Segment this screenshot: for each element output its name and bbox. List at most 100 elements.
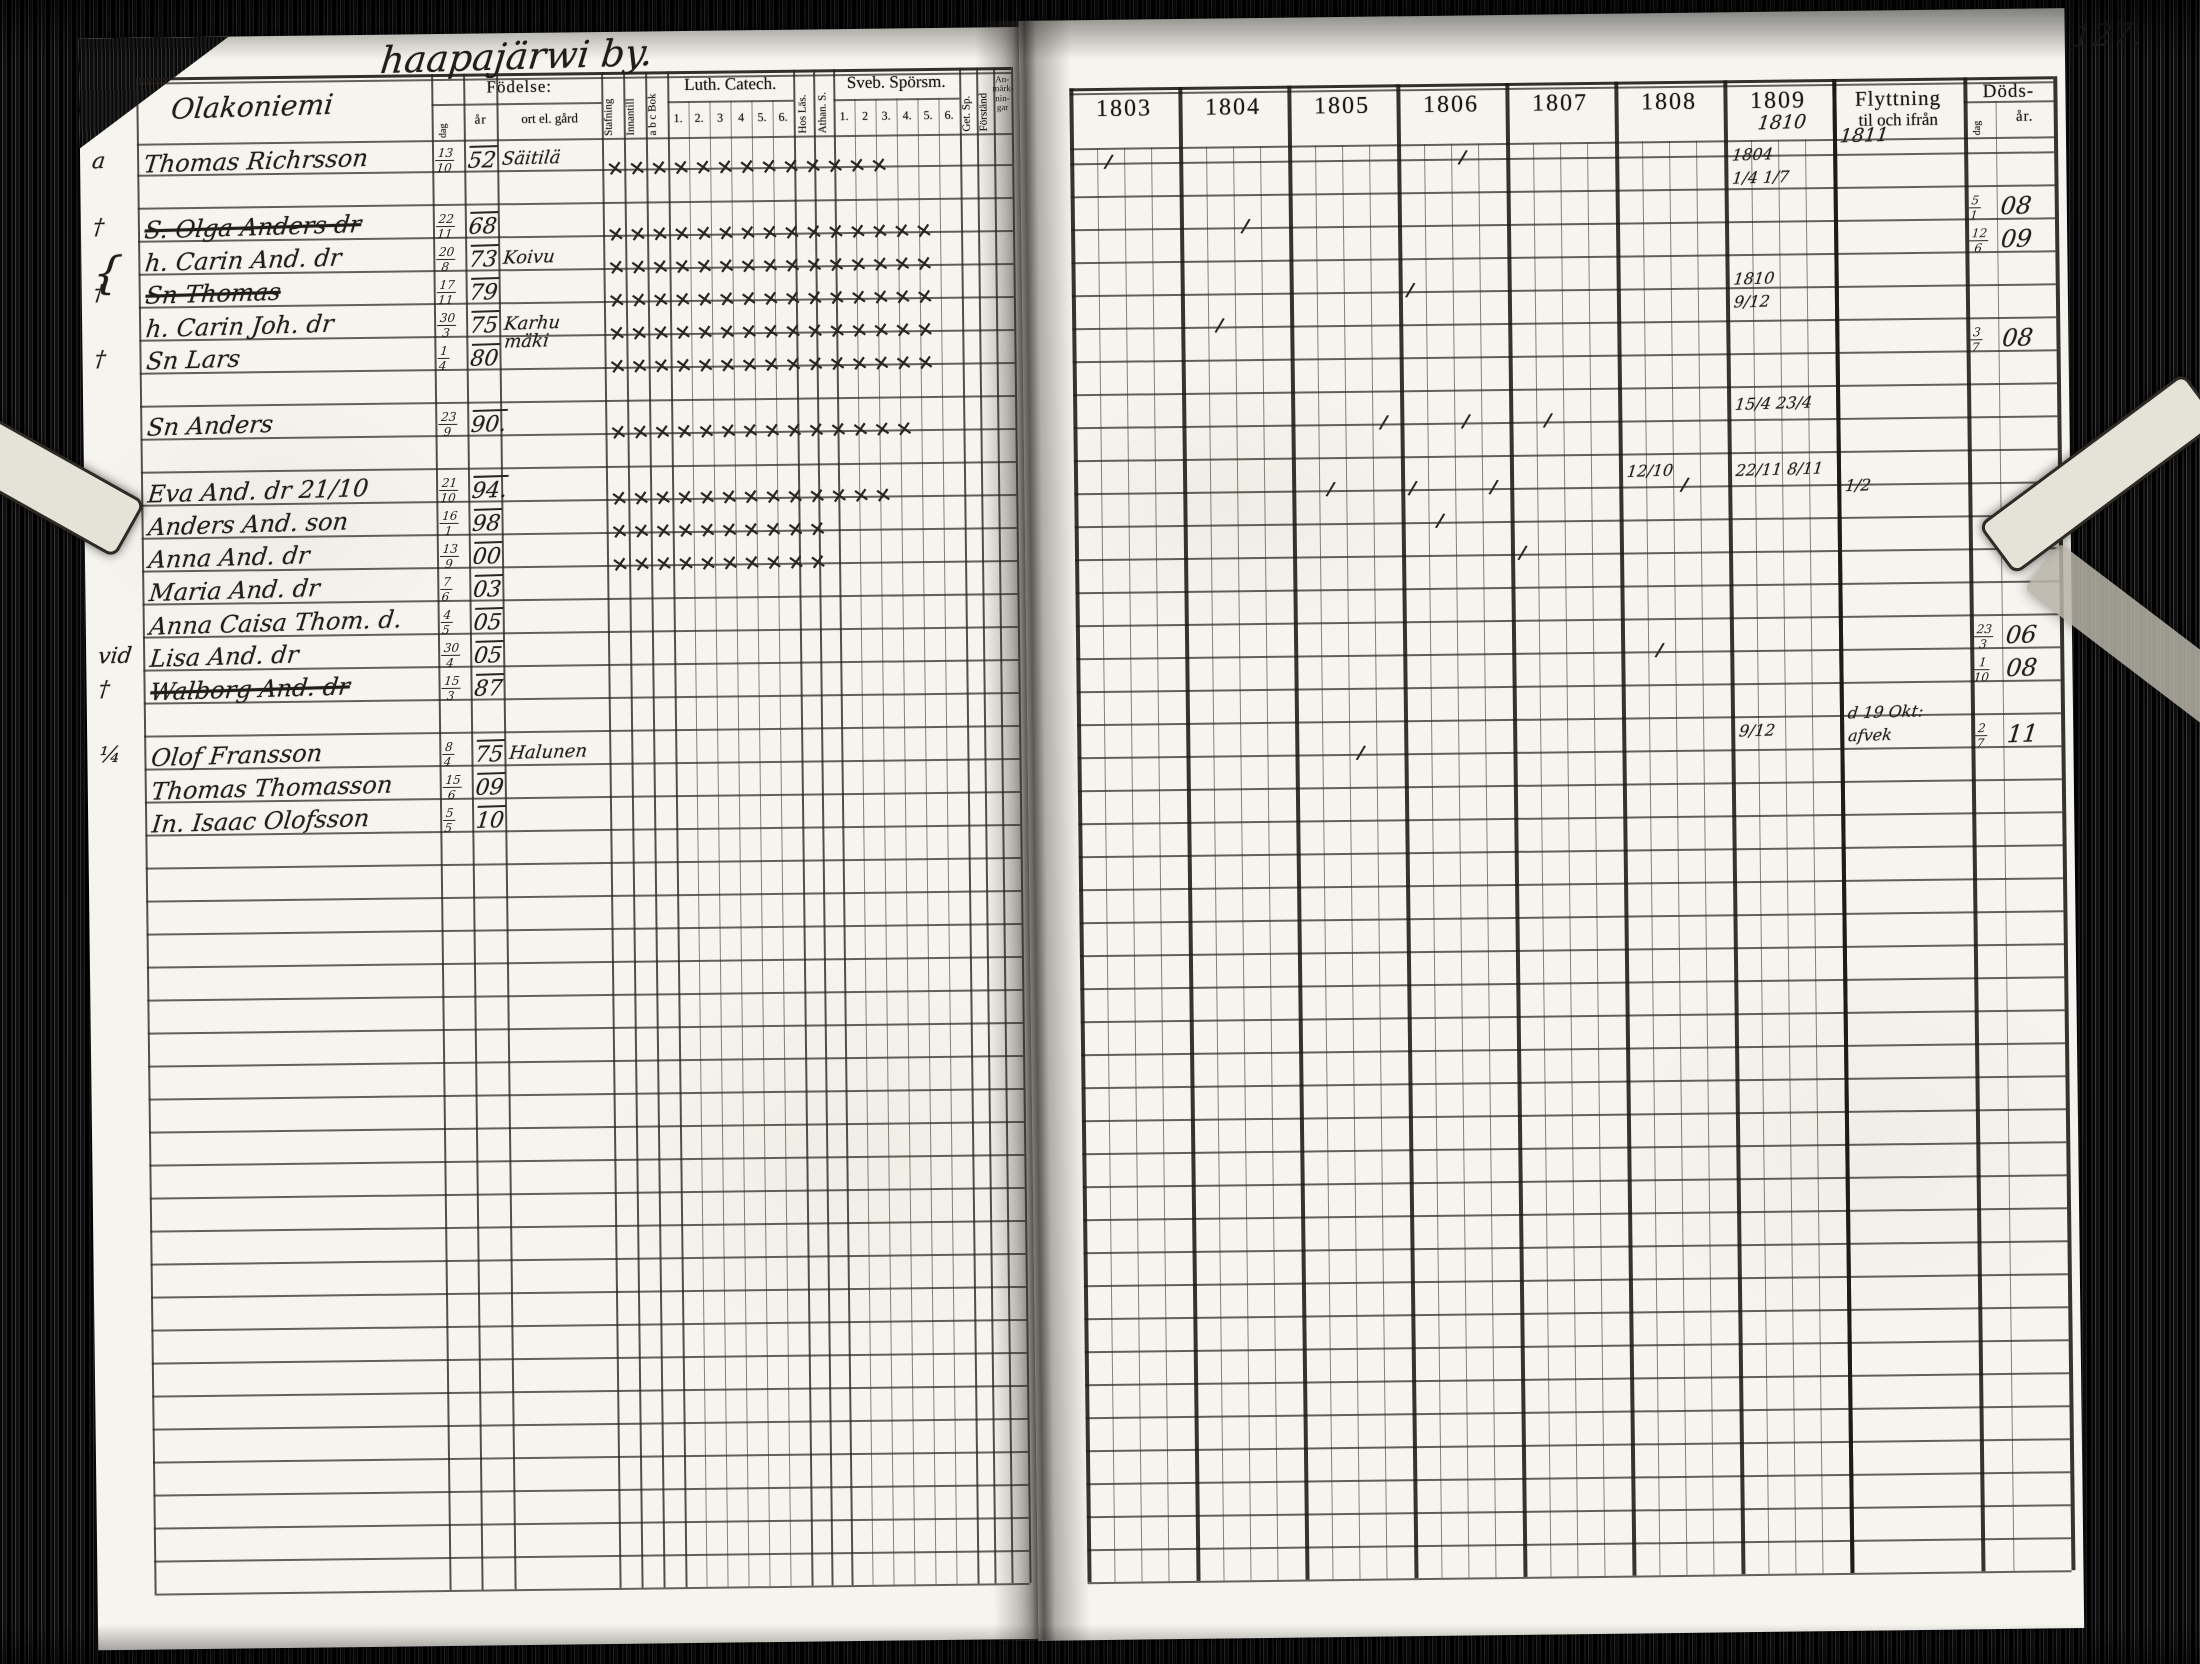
birth-day-fraction: 16 1 — [438, 509, 461, 538]
rule-line-left — [146, 889, 1022, 903]
rule-line-right — [1082, 1141, 2067, 1156]
examination-x-mark: × — [717, 416, 740, 444]
reading-column-label: Stafning — [602, 98, 615, 137]
year-header-label: 1803 — [1095, 95, 1153, 122]
examination-x-mark: × — [758, 151, 780, 180]
examination-x-mark: × — [649, 219, 671, 247]
birth-year: 52 — [466, 145, 498, 174]
margin-mark: † — [97, 676, 111, 703]
examination-x-mark: × — [869, 216, 891, 244]
year-column-line — [1396, 84, 1419, 1579]
examination-x-mark: × — [653, 549, 675, 577]
examination-x-mark: × — [759, 217, 781, 246]
examination-x-mark: × — [739, 415, 762, 444]
death-year: 09 — [1999, 224, 2034, 254]
rule-line-left — [149, 1153, 1025, 1167]
examination-x-mark: × — [650, 351, 673, 379]
examination-x-mark: × — [806, 481, 828, 509]
examination-x-mark: × — [892, 348, 915, 376]
examination-x-mark: × — [738, 349, 761, 378]
rule-line-right — [1077, 778, 2062, 793]
examination-x-mark: × — [871, 414, 894, 442]
rule-line-left — [153, 1483, 1029, 1497]
birth-day-fraction: 17 11 — [436, 277, 458, 308]
birth-place: Halunen — [508, 740, 589, 764]
year-header-label: 1808 — [1640, 88, 1698, 116]
year-column-line — [1505, 82, 1528, 1577]
examination-x-mark: × — [913, 248, 936, 277]
birth-day-fraction: 23 9 — [437, 410, 459, 439]
rule-line-left — [150, 1219, 1026, 1233]
rule-line-left — [140, 461, 1016, 474]
examination-x-mark: × — [631, 549, 653, 577]
person-name: h. Carin And. dr — [143, 243, 343, 278]
rule-line-left — [149, 1186, 1025, 1200]
examination-x-mark: × — [715, 284, 738, 312]
birth-day-fraction: 21 10 — [439, 475, 460, 506]
year-subcolumn-line — [1478, 143, 1497, 1578]
examination-x-mark: × — [628, 318, 650, 346]
table-right-edge-line — [2053, 76, 2076, 1571]
birth-year: 05 — [472, 607, 504, 636]
year-column-note: afvek — [1847, 725, 1894, 746]
examination-x-mark: × — [715, 218, 737, 246]
examination-x-mark: × — [652, 516, 675, 544]
examination-x-mark: × — [609, 549, 631, 578]
rule-line-left — [144, 724, 1020, 738]
dods-split-line — [1995, 100, 2015, 1571]
examination-x-mark: × — [760, 349, 783, 378]
year-column-note: 1/2 — [1844, 474, 1873, 495]
rule-line-right — [1083, 1273, 2068, 1288]
birth-day-fraction: 13 10 — [435, 145, 456, 176]
examination-x-mark: × — [803, 250, 826, 278]
rule-line-left — [153, 1450, 1028, 1464]
examination-x-mark: × — [784, 481, 806, 510]
rule-line-right — [1071, 217, 2055, 232]
examination-x-mark: × — [914, 314, 936, 343]
birth-year: 87 — [472, 673, 505, 702]
examination-x-mark: × — [913, 215, 935, 244]
examination-x-mark: × — [783, 415, 806, 444]
examination-x-mark: × — [718, 482, 740, 510]
examination-x-mark: × — [804, 349, 827, 377]
rule-line-left — [150, 1252, 1026, 1266]
rule-line-left — [148, 1054, 1024, 1068]
birth-year: 00 — [471, 541, 503, 570]
examination-x-mark: × — [759, 250, 782, 279]
examination-x-mark: × — [608, 483, 630, 512]
sveb-sub-number: 6. — [944, 107, 954, 122]
year-subcolumn-line — [1804, 139, 1824, 1574]
person-name: Sn Thomas — [144, 277, 283, 310]
birth-place: Säitilä — [500, 147, 562, 170]
rule-line-right — [1073, 448, 2058, 463]
luth-sub-number: 5. — [757, 110, 767, 125]
examination-x-mark: × — [848, 315, 870, 344]
examination-x-mark: × — [825, 282, 848, 311]
rule-line-right — [1076, 646, 2061, 661]
rule-line-right — [1084, 1339, 2069, 1354]
examination-x-mark: × — [781, 217, 803, 246]
year-subcolumn-line — [1533, 142, 1552, 1577]
rule-line-left — [137, 197, 1013, 210]
person-name: Anna And. dr — [147, 541, 312, 575]
examination-x-mark: × — [869, 249, 892, 277]
year-header-label: 1805 — [1313, 92, 1371, 120]
examination-x-mark: × — [738, 316, 760, 345]
death-year: 06 — [2004, 620, 2039, 650]
birth-year: 90. — [469, 408, 508, 438]
birth-year: 10 — [474, 805, 506, 834]
year-subcolumn-line — [1233, 146, 1252, 1581]
examination-x-mark: × — [893, 414, 916, 442]
luth-sub-number: 6. — [778, 109, 788, 124]
rule-line-right — [1074, 481, 2059, 496]
examination-x-mark: × — [892, 315, 914, 343]
examination-x-mark: × — [870, 348, 893, 376]
birth-place: Koivu — [502, 246, 556, 269]
year-subcolumn-line — [1342, 144, 1361, 1579]
birth-year: 05 — [472, 640, 504, 669]
examination-x-mark: × — [630, 483, 652, 511]
rule-line-right — [1081, 1042, 2066, 1057]
year-header-label: 1809 — [1749, 87, 1807, 115]
